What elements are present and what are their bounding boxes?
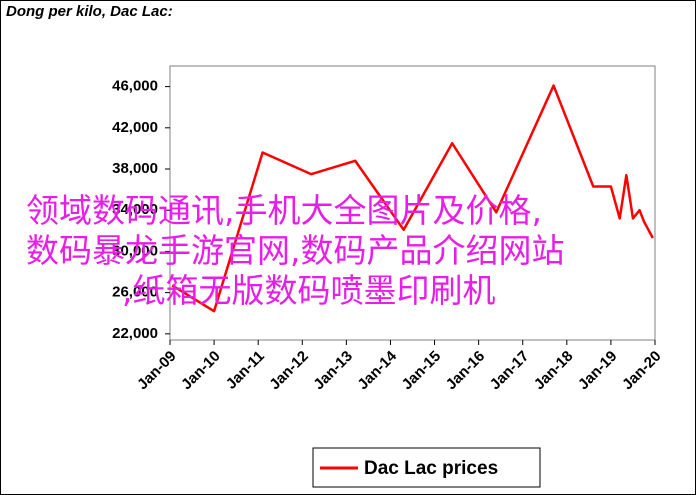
y-tick-label: 22,000 [112, 325, 158, 342]
y-tick-label: 26,000 [112, 284, 158, 301]
chart-title: Dong per kilo, Dac Lac: [6, 3, 173, 20]
y-tick-label: 38,000 [112, 160, 158, 177]
data-line [171, 84, 654, 313]
y-tick-label: 46,000 [112, 78, 158, 95]
y-tick-label: 34,000 [112, 201, 158, 218]
y-tick-label: 30,000 [112, 242, 158, 259]
overlay-text: 数码暴龙手游官网,数码产品介绍网站 [26, 231, 565, 270]
y-tick-label: 42,000 [112, 119, 158, 136]
overlay-text: 领域数码通讯,手机大全图片及价格, [26, 191, 542, 230]
legend-label: Dac Lac prices [364, 458, 498, 479]
overlay-text: ,纸箱无版数码喷墨印刷机 [122, 271, 496, 310]
plot-area [169, 65, 656, 341]
